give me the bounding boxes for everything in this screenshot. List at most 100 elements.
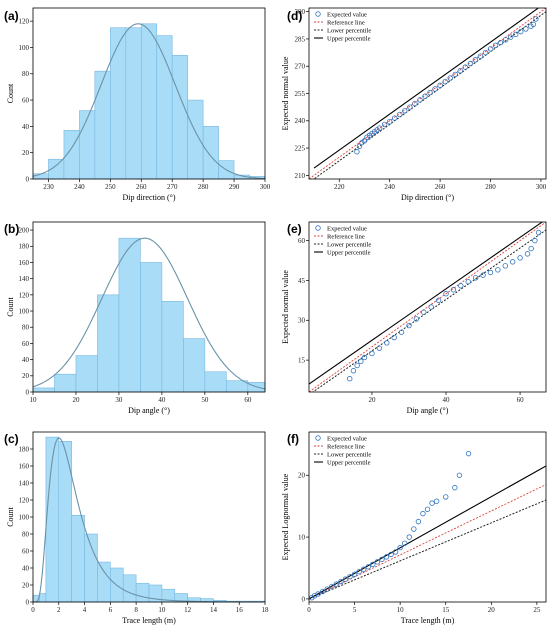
- x-tick-label-f: 10: [397, 606, 405, 614]
- qq-point: [443, 291, 449, 297]
- histogram-bar: [122, 574, 137, 603]
- qq-point: [417, 97, 423, 103]
- y-tick-label-a: 40: [22, 123, 30, 131]
- qq-point: [523, 26, 529, 32]
- qq-point: [324, 586, 330, 592]
- x-tick-label-c: 8: [134, 606, 138, 614]
- qq-point: [432, 86, 438, 92]
- y-axis-label-c: Count: [6, 506, 15, 526]
- qq-point: [351, 571, 358, 577]
- qq-point: [361, 354, 368, 361]
- qq-point: [388, 551, 394, 558]
- y-tick-label-b: 80: [22, 324, 30, 332]
- qq-point: [502, 37, 509, 43]
- panel-label-e: (e): [287, 222, 302, 236]
- plot-frame-e: [308, 221, 547, 393]
- y-tick-label-d: 300: [295, 8, 306, 16]
- qq-panel-d: 220 240 260 280 300 210 225 240 255 270 285 300 Dip …: [281, 7, 547, 202]
- x-tick-label-f: 25: [533, 606, 541, 614]
- x-tick-label-f: 5: [353, 606, 357, 614]
- x-tick-label-c: 2: [57, 606, 61, 614]
- x-tick-label-e: 20: [368, 396, 376, 404]
- qq-point: [347, 573, 353, 580]
- qq-point: [342, 576, 349, 582]
- y-tick-label-a: 120: [19, 18, 30, 26]
- qq-point: [376, 125, 383, 131]
- x-tick-label-d: 240: [384, 183, 395, 191]
- y-tick-label-b: 100: [19, 307, 30, 315]
- legend-entry-lower-percentile: Lower percentile: [327, 27, 371, 34]
- y-axis-label-e: Expected normal value: [281, 270, 290, 344]
- y-tick-label-d: 225: [295, 144, 306, 152]
- histogram-bar: [140, 23, 158, 180]
- qq-point: [392, 549, 399, 555]
- y-axis-label-a: Count: [6, 83, 15, 103]
- qq-point: [402, 108, 408, 114]
- y-tick-label-d: 285: [295, 35, 306, 43]
- y-tick-label-d: 255: [295, 90, 306, 98]
- qq-point: [428, 304, 434, 310]
- histogram-panel-a: 230 240 250 260 270 280 290 300 0 20 40 60 80 100 120 D…: [4, 7, 271, 202]
- y-tick-label-e: 60: [298, 237, 306, 245]
- x-tick-label-d: 260: [435, 183, 446, 191]
- histogram-bar: [94, 70, 111, 180]
- qq-point: [415, 518, 422, 525]
- qq-point: [456, 472, 463, 478]
- legend-entry-reference-line: Reference line: [327, 233, 365, 240]
- qq-point: [374, 559, 381, 565]
- y-tick-label-c: 100: [19, 513, 30, 521]
- qq-point: [356, 569, 362, 575]
- x-tick-label-d: 280: [485, 183, 496, 191]
- qq-point: [376, 345, 383, 351]
- y-tick-label-a: 0: [26, 175, 30, 183]
- plot-frame-f: [308, 431, 547, 603]
- plot-frame-b: [32, 221, 266, 393]
- qq-point: [443, 494, 449, 500]
- qq-point: [495, 267, 501, 273]
- qq-point: [420, 510, 426, 517]
- legend-entry-upper-percentile: Upper percentile: [327, 459, 371, 466]
- series-line-upper-percentile: [309, 222, 544, 385]
- x-tick-label-f: 0: [307, 606, 311, 614]
- qq-point: [319, 588, 326, 595]
- fitted-distribution-curve: [32, 237, 266, 390]
- x-axis-label-a: Dip direction (°): [123, 193, 176, 202]
- y-tick-label-f: 20: [298, 472, 306, 480]
- qq-point: [369, 350, 375, 357]
- qq-point: [465, 279, 471, 285]
- x-axis-label-d: Dip direction (°): [401, 193, 454, 202]
- qq-panel-e: 20 40 60 15 30 45 60 Dip angle (°) Expected norm…: [281, 221, 547, 415]
- qq-point: [411, 526, 417, 532]
- histogram-bar: [71, 514, 85, 603]
- legend-entry-upper-percentile: Upper percentile: [327, 249, 371, 256]
- histogram-bar: [97, 561, 111, 603]
- x-tick-label-c: 4: [83, 606, 87, 614]
- histogram-bar: [135, 582, 150, 603]
- qq-point: [397, 111, 403, 118]
- plot-area-d: [309, 8, 546, 179]
- qq-point: [383, 554, 390, 560]
- qq-point: [502, 263, 508, 269]
- qq-point: [480, 272, 486, 278]
- qq-point: [467, 60, 474, 67]
- y-tick-label-b: 20: [22, 372, 30, 380]
- qq-panel-f: 0 5 10 15 20 25 0 10 20 Trace length (m) Expected …: [281, 431, 547, 625]
- histogram-bar: [97, 294, 120, 393]
- qq-point: [347, 376, 353, 382]
- y-tick-label-a: 100: [19, 44, 30, 52]
- histogram-bar: [58, 441, 72, 603]
- x-tick-label-b: 60: [244, 396, 252, 404]
- panel-label-d: (d): [287, 9, 302, 23]
- x-tick-label-f: 20: [488, 606, 496, 614]
- x-tick-label-c: 0: [31, 606, 35, 614]
- panel-label-b: (b): [4, 222, 19, 236]
- qq-point: [406, 534, 412, 540]
- x-tick-label-a: 250: [105, 183, 116, 191]
- plot-frame-a: [32, 7, 266, 180]
- y-tick-label-e: 30: [298, 317, 306, 325]
- y-tick-label-f: 10: [298, 533, 306, 541]
- qq-point: [528, 245, 534, 252]
- x-tick-label-e: 60: [517, 396, 525, 404]
- histogram-bar: [183, 338, 206, 393]
- qq-point: [329, 583, 335, 590]
